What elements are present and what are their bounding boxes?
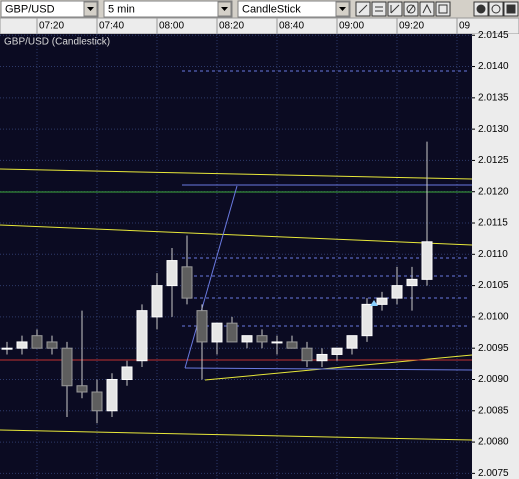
candle-body [61, 347, 73, 387]
trend-line [0, 429, 473, 441]
y-tick-label: 2.0095 [478, 343, 509, 354]
candle-body [301, 347, 313, 362]
y-tick-label: 2.0080 [478, 437, 509, 448]
candle-body [346, 335, 358, 349]
candle-body [106, 378, 118, 412]
y-tick-label: 2.0090 [478, 374, 509, 385]
trend-line [0, 168, 473, 180]
x-tick-label: 07:40 [99, 21, 124, 32]
y-tick-label: 2.0145 [478, 30, 509, 41]
chart-type-text: CandleStick [242, 3, 301, 15]
y-tick-label: 2.0075 [478, 468, 509, 479]
y-tick-label: 2.0105 [478, 280, 509, 291]
icon [438, 4, 448, 14]
candle-body [406, 278, 418, 287]
channel-line [184, 367, 473, 371]
chart-title: GBP/USD (Candlestick) [4, 37, 110, 48]
y-tick-label: 2.0110 [478, 249, 508, 260]
candle-body [241, 335, 253, 343]
y-tick-label: 2.0140 [478, 61, 509, 72]
candle-body [391, 285, 403, 299]
dropdown-arrow [87, 7, 94, 11]
candle-body [76, 385, 88, 393]
tool-button[interactable] [435, 1, 451, 17]
x-tick-label: 09 [459, 21, 471, 32]
chart-type-select[interactable] [237, 0, 351, 18]
candle-body [421, 241, 433, 280]
y-tick-label: 2.0135 [478, 92, 509, 103]
icon [422, 3, 432, 14]
candle-body [91, 391, 103, 412]
drawings [0, 70, 473, 441]
x-tick-label: 09:00 [339, 21, 364, 32]
trend-line [204, 354, 473, 381]
candle-body [151, 285, 163, 318]
symbol-select[interactable] [0, 0, 99, 18]
x-tick-label: 08:20 [219, 21, 244, 32]
icon [491, 4, 501, 14]
candle-body [316, 353, 328, 362]
candle-body [166, 260, 178, 287]
candle-body [1, 347, 13, 350]
y-tick-label: 2.0130 [478, 124, 509, 135]
candle-body [376, 297, 388, 305]
candle-body [256, 335, 268, 343]
channel-line [184, 185, 238, 369]
icon [358, 4, 368, 14]
dropdown-arrow [339, 7, 346, 11]
candle-body [361, 303, 373, 337]
y-tick-label: 2.0115 [478, 218, 508, 229]
interval-text: 5 min [108, 3, 135, 15]
tool-icons [355, 1, 519, 17]
candle-body [181, 266, 193, 299]
trend-line [0, 224, 473, 246]
tool-button[interactable] [371, 1, 387, 17]
icon [506, 4, 516, 14]
candle-body [331, 347, 343, 355]
candle-body [211, 322, 223, 343]
y-tick-label: 2.0100 [478, 312, 509, 323]
candles [1, 141, 433, 424]
icon [390, 4, 400, 14]
signal-arrow [370, 300, 378, 306]
y-tick-label: 2.0085 [478, 405, 509, 416]
candle-body [16, 341, 28, 349]
y-tick-label: 2.0120 [478, 186, 509, 197]
candle-body [196, 310, 208, 343]
candle-body [226, 322, 238, 343]
icon [476, 4, 486, 14]
y-tick-label: 2.0125 [478, 155, 509, 166]
time-axis [0, 17, 519, 35]
interval-select[interactable] [103, 0, 233, 18]
candle-body [46, 341, 58, 349]
x-tick-label: 09:20 [399, 21, 424, 32]
candle-body [136, 310, 148, 362]
x-tick-label: 07:20 [39, 21, 64, 32]
x-tick-label: 08:40 [279, 21, 304, 32]
candle-body [31, 335, 43, 349]
icon [407, 4, 415, 14]
symbol-text: GBP/USD [5, 3, 55, 15]
candle-body [286, 341, 298, 349]
tool-button[interactable] [488, 1, 504, 17]
plot-area [0, 34, 472, 479]
icon [406, 4, 416, 14]
candle-body [271, 341, 283, 344]
x-tick-label: 08:00 [159, 21, 184, 32]
candle-body [121, 366, 133, 380]
dropdown-arrow [221, 7, 228, 11]
price-axis [472, 34, 519, 479]
